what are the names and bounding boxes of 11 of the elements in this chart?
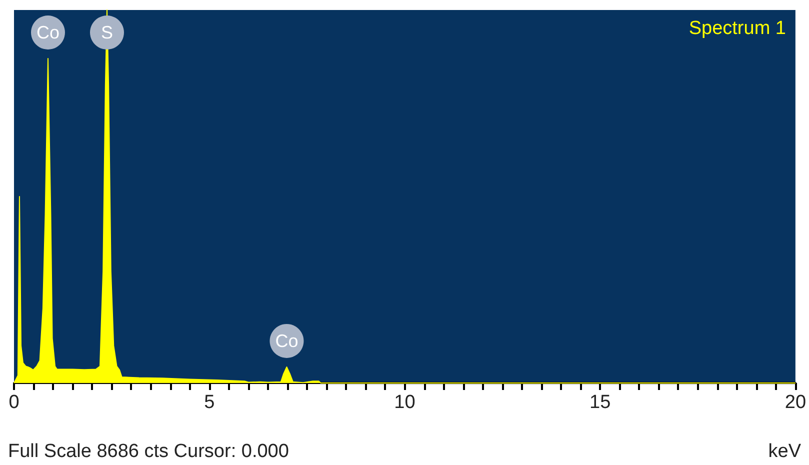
annotation: Co bbox=[36, 22, 60, 42]
x-tick-label: 10 bbox=[394, 392, 416, 413]
x-tick-label: 15 bbox=[590, 392, 611, 413]
x-tick-label: 0 bbox=[8, 392, 20, 413]
annotation: Co bbox=[275, 330, 298, 351]
text: Spectrum 1 bbox=[688, 18, 786, 39]
x-tick-label: 5 bbox=[204, 392, 215, 413]
x-tick-label: 20 bbox=[784, 392, 806, 413]
annotation: S bbox=[100, 22, 113, 42]
text: Full Scale 8686 cts Cursor: 0.000 bbox=[8, 441, 289, 462]
x-axis-title: keV bbox=[768, 441, 802, 462]
